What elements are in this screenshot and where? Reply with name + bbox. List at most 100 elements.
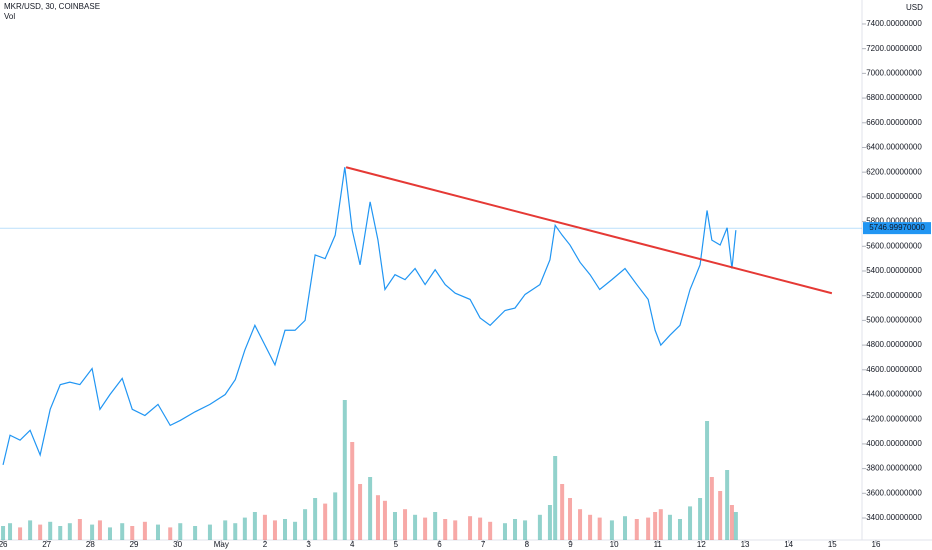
y-tick-label: 4200.00000000	[866, 414, 922, 423]
x-tick-label: 26	[0, 540, 8, 549]
volume-bar	[634, 519, 639, 540]
x-tick-label: 28	[86, 540, 95, 549]
volume-bar	[653, 512, 658, 540]
x-tick-label: 3	[306, 540, 311, 549]
volume-bar	[1, 526, 6, 540]
y-axis-label: USD	[906, 3, 923, 12]
volume-bar	[303, 509, 308, 540]
volume-bar	[392, 512, 397, 540]
volume-bar	[38, 524, 43, 540]
y-tick-label: 4000.00000000	[866, 439, 922, 448]
volume-bar	[709, 477, 714, 540]
volume-bar	[667, 514, 672, 540]
x-tick-label: 12	[697, 540, 706, 549]
volume-bar	[130, 526, 135, 540]
volume-bar	[142, 521, 147, 540]
volume-bar	[58, 526, 63, 540]
volume-bar	[423, 517, 428, 540]
trend-line	[345, 166, 833, 295]
volume-bar	[90, 524, 95, 540]
volume-bar	[568, 498, 573, 540]
volume-bar	[67, 523, 72, 540]
x-tick-label: 30	[173, 540, 182, 549]
x-tick-label: May	[214, 540, 229, 549]
volume-bar	[677, 519, 682, 540]
volume-bar	[223, 520, 228, 540]
y-tick-label: 4600.00000000	[866, 365, 922, 374]
y-tick-label: 7200.00000000	[866, 44, 922, 53]
x-tick-label: 13	[741, 540, 750, 549]
volume-bar	[193, 526, 198, 540]
volume-bar	[578, 509, 583, 540]
volume-bar	[358, 484, 363, 540]
volume-bar	[588, 514, 593, 540]
x-tick-label: 2	[263, 540, 268, 549]
volume-bar	[207, 524, 212, 540]
x-tick-label: 15	[828, 540, 837, 549]
y-tick-label: 5200.00000000	[866, 291, 922, 300]
volume-bar	[242, 517, 247, 540]
y-tick-label: 3800.00000000	[866, 464, 922, 473]
volume-bar	[342, 400, 347, 540]
y-tick-label: 3400.00000000	[866, 513, 922, 522]
volume-bar	[293, 521, 298, 540]
volume-bar	[560, 484, 565, 540]
volume-bar	[513, 519, 518, 540]
volume-bar	[646, 517, 651, 540]
x-tick-label: 4	[350, 540, 355, 549]
volume-bar	[433, 512, 438, 540]
volume-bar	[488, 521, 493, 540]
volume-bar	[537, 514, 542, 540]
volume-bar	[97, 520, 102, 540]
volume-bar	[48, 521, 53, 540]
volume-bar	[468, 516, 473, 540]
volume-bar	[18, 527, 23, 540]
volume-bar	[382, 500, 387, 540]
x-tick-label: 5	[394, 540, 399, 549]
y-tick-label: 6600.00000000	[866, 118, 922, 127]
volume-label: Vol	[4, 12, 15, 21]
volume-bar	[523, 520, 528, 540]
volume-bar	[350, 442, 355, 540]
chart-title: MKR/USD, 30, COINBASE	[4, 2, 100, 11]
x-tick-label: 29	[130, 540, 139, 549]
last-price-box	[863, 222, 931, 235]
volume-bar	[453, 520, 458, 540]
volume-bar	[705, 421, 710, 540]
volume-bar	[252, 512, 257, 540]
last-price-label: 5746.99970000	[869, 223, 925, 232]
volume-bar	[77, 519, 82, 540]
volume-bar	[168, 527, 173, 540]
volume-bar	[413, 514, 418, 540]
x-tick-label: 16	[872, 540, 881, 549]
x-tick-label: 10	[610, 540, 619, 549]
volume-bar	[375, 495, 380, 540]
volume-bar	[155, 524, 160, 540]
y-tick-label: 7400.00000000	[866, 19, 922, 28]
volume-bar	[729, 505, 734, 540]
volume-bar	[272, 520, 277, 540]
volume-bar	[698, 498, 703, 540]
y-tick-label: 6200.00000000	[866, 167, 922, 176]
volume-bar	[120, 523, 125, 540]
volume-bar	[725, 470, 730, 540]
volume-bar	[233, 523, 238, 540]
x-tick-label: 8	[525, 540, 530, 549]
x-tick-label: 9	[568, 540, 573, 549]
volume-bar	[688, 506, 693, 540]
y-tick-label: 3600.00000000	[866, 488, 922, 497]
volume-bar	[597, 517, 602, 540]
y-tick-label: 4800.00000000	[866, 340, 922, 349]
x-tick-label: 7	[481, 540, 486, 549]
volume-bar	[28, 520, 33, 540]
volume-bar	[283, 519, 288, 540]
volume-bar	[733, 512, 738, 540]
y-tick-label: 6800.00000000	[866, 93, 922, 102]
volume-bar	[403, 509, 408, 540]
volume-bar	[107, 527, 112, 540]
volume-bar	[658, 509, 663, 540]
volume-bar	[547, 505, 552, 540]
x-tick-label: 6	[437, 540, 442, 549]
volume-bar	[553, 456, 558, 540]
volume-bar	[323, 503, 328, 540]
